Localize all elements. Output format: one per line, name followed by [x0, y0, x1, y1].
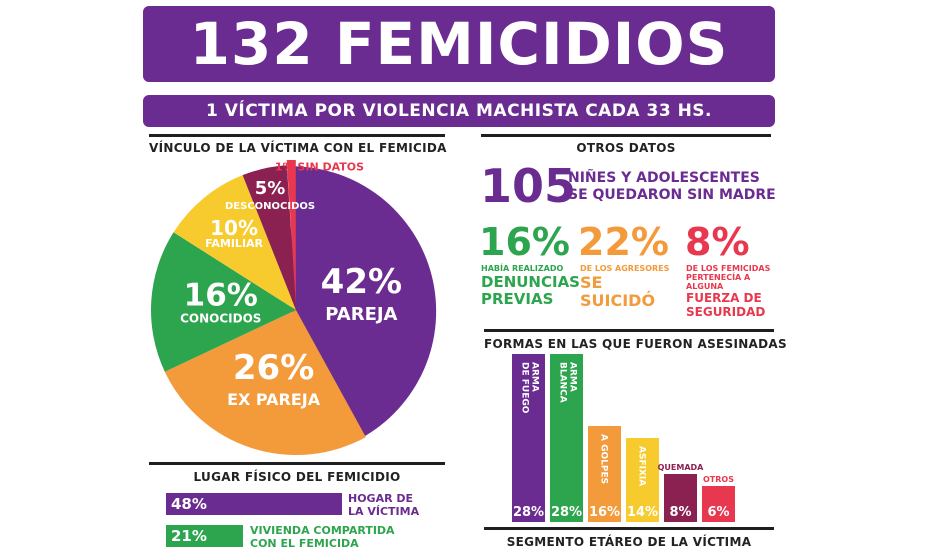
denuncias-stat-emph-2: PREVIAS: [481, 290, 554, 308]
pie-name-ex-pareja: EX PAREJA: [227, 390, 321, 409]
pie-slice-ex-pareja: [164, 310, 366, 455]
lugar-section-rule: [149, 462, 445, 465]
pie-value-familiar: 10%: [210, 216, 258, 240]
denuncias-stat-value: 16%: [479, 220, 570, 264]
pie-label-sin-datos: 1% SIN DATOS: [275, 160, 364, 173]
suicidio-stat-value: 22%: [578, 220, 669, 264]
lugar-bar-vivienda: 21%: [166, 525, 243, 547]
denuncias-stat-emph-1: DENUNCIAS: [481, 273, 580, 291]
pie-name-desconocidos: DESCONOCIDOS: [225, 201, 315, 212]
fuerza-stat-caption-2: PERTENECÍA A: [686, 273, 751, 282]
children-text-line1: NIÑES Y ADOLESCENTES: [568, 170, 760, 186]
bar-category-otros: OTROS: [703, 475, 734, 484]
bar-category-arma-blanca: ARMABLANCA: [558, 362, 578, 403]
fuerza-stat-emph-2: SEGURIDAD: [686, 305, 766, 319]
pie-value-conocidos: 16%: [184, 277, 258, 313]
pie-section-title: VÍNCULO DE LA VÍCTIMA CON EL FEMICIDA: [149, 141, 447, 155]
suicidio-stat-caption: DE LOS AGRESORES: [580, 264, 670, 273]
lugar-label-vivienda-1: VIVIENDA COMPARTIDA: [250, 524, 395, 537]
bar-value-asfixia: 14%: [627, 505, 658, 520]
title-banner: 132 FEMICIDIOS: [143, 6, 775, 82]
suicidio-stat-emph-1: SE: [580, 273, 603, 292]
pie-name-familiar: FAMILIAR: [205, 237, 263, 250]
bar-otros: [702, 486, 735, 522]
subtitle-banner: 1 VÍCTIMA POR VIOLENCIA MACHISTA CADA 33…: [143, 95, 775, 127]
children-text-line2: SE QUEDARON SIN MADRE: [568, 187, 776, 203]
bars-section-title: FORMAS EN LAS QUE FUERON ASESINADAS: [484, 337, 787, 351]
bar-value-quemada: 8%: [669, 505, 691, 520]
bars-section-rule: [484, 329, 774, 332]
pie-slice-conocidos: [151, 232, 296, 372]
edad-section-rule: [484, 527, 774, 530]
bar-value-otros: 6%: [707, 505, 729, 520]
bar-category-quemada: QUEMADA: [658, 463, 705, 472]
edad-section-title: SEGMENTO ETÁREO DE LA VÍCTIMA: [506, 535, 752, 549]
otros-section-title: OTROS DATOS: [576, 141, 676, 155]
pie-slice-sin-datos: [286, 160, 296, 305]
bar-value-arma-blanca: 28%: [551, 505, 582, 520]
bar-category-asfixia: ASFIXIA: [637, 446, 647, 486]
bar-arma-de-fuego: [512, 354, 545, 522]
suicidio-stat-emph-2: SUICIDÓ: [580, 291, 656, 310]
fuerza-stat-caption-1: DE LOS FEMICIDAS: [686, 264, 771, 273]
bar-value-arma-de-fuego: 28%: [513, 505, 544, 520]
pie-value-ex-pareja: 26%: [233, 348, 314, 388]
fuerza-stat-caption-3: ALGUNA: [686, 282, 724, 291]
bar-asfixia: [626, 438, 659, 522]
pie-name-pareja: PAREJA: [325, 304, 397, 325]
bar-quemada: [664, 474, 697, 522]
bar-category-arma-de-fuego: ARMADE FUEGO: [520, 362, 540, 414]
denuncias-stat-caption: HABÍA REALIZADO: [481, 264, 564, 273]
bar-arma-blanca: [550, 354, 583, 522]
lugar-label-vivienda-2: CON EL FEMICIDA: [250, 537, 359, 550]
bar-category-a-golpes: A GOLPES: [599, 434, 609, 484]
pie-value-desconocidos: 5%: [255, 178, 286, 199]
fuerza-stat-emph-1: FUERZA DE: [686, 291, 762, 305]
pie-section-rule: [149, 134, 445, 137]
bar-a-golpes: [588, 426, 621, 522]
fuerza-stat-value: 8%: [685, 220, 750, 264]
bar-value-a-golpes: 16%: [589, 505, 620, 520]
page-subtitle: 1 VÍCTIMA POR VIOLENCIA MACHISTA CADA 33…: [205, 101, 713, 121]
lugar-bar-hogar: 48%: [166, 493, 342, 515]
lugar-section-title: LUGAR FÍSICO DEL FEMICIDIO: [193, 470, 401, 484]
lugar-label-hogar-2: LA VÍCTIMA: [348, 505, 420, 518]
pie-slice-familiar: [173, 175, 296, 310]
pie-value-pareja: 42%: [321, 262, 402, 302]
children-number: 105: [480, 159, 577, 213]
pie-chart: 42%PAREJA 26% EX PAREJA 16%CONOCIDOS 10%FAMI…: [151, 160, 437, 455]
pie-slice-desconocidos: [242, 165, 296, 310]
otros-section-rule: [481, 134, 771, 137]
pie-name-conocidos: CONOCIDOS: [180, 311, 261, 325]
lugar-label-hogar-1: HOGAR DE: [348, 492, 414, 505]
page-title: 132 FEMICIDIOS: [189, 10, 729, 78]
bar-chart: 28% ARMADE FUEGO 28% ARMABLANCA 16% A GOLPES 1…: [512, 354, 735, 522]
